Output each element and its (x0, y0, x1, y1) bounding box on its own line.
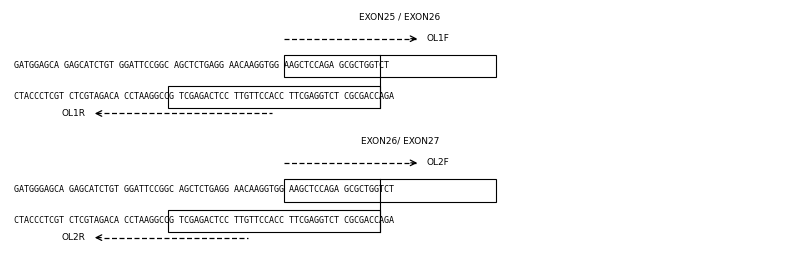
Bar (168, 86, 380, 108)
Text: EXON26/ EXON27: EXON26/ EXON27 (361, 136, 439, 145)
Text: OL1R: OL1R (62, 109, 86, 118)
Bar (168, 210, 380, 232)
Text: CTACCCTCGT CTCGTAGACA CCTAAGGCCG TCGAGACTCC TTGTTCCACC TTCGAGGTCT CGCGACCAGA: CTACCCTCGT CTCGTAGACA CCTAAGGCCG TCGAGAC… (14, 92, 394, 101)
Text: GATGGAGCA GAGCATCTGT GGATTCCGGC AGCTCTGAGG AACAAGGTGG AAGCTCCAGA GCGCTGGTCT: GATGGAGCA GAGCATCTGT GGATTCCGGC AGCTCTGA… (14, 61, 390, 70)
Text: OL2F: OL2F (426, 158, 449, 167)
Bar (284, 179, 496, 202)
Text: EXON25 / EXON26: EXON25 / EXON26 (359, 12, 441, 21)
Bar (284, 55, 496, 77)
Text: OL2R: OL2R (62, 233, 86, 242)
Text: OL1F: OL1F (426, 34, 450, 43)
Text: GATGGGAGCA GAGCATCTGT GGATTCCGGC AGCTCTGAGG AACAAGGTGG AAGCTCCAGA GCGCTGGTCT: GATGGGAGCA GAGCATCTGT GGATTCCGGC AGCTCTG… (14, 185, 394, 194)
Text: CTACCCTCGT CTCGTAGACA CCTAAGGCCG TCGAGACTCC TTGTTCCACC TTCGAGGTCT CGCGACCAGA: CTACCCTCGT CTCGTAGACA CCTAAGGCCG TCGAGAC… (14, 216, 394, 225)
